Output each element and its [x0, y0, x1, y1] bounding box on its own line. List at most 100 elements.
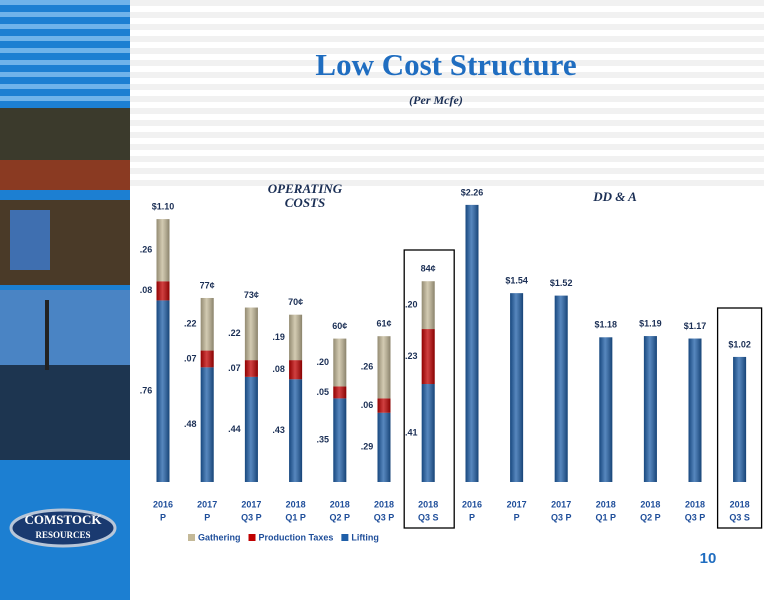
legend-label: Gathering — [198, 532, 241, 542]
x-tick-label: 2017 — [197, 499, 217, 509]
bar-shade — [156, 281, 170, 301]
x-tick-label: Q3 P — [551, 512, 572, 522]
data-label: .20 — [317, 357, 330, 367]
bar-shade — [289, 379, 303, 482]
data-label: .08 — [140, 285, 153, 295]
x-tick-label: Q3 P — [685, 512, 706, 522]
x-tick-label: Q1 P — [285, 512, 306, 522]
x-tick-label: P — [514, 512, 520, 522]
legend-label: Production Taxes — [259, 532, 334, 542]
bar-shade — [733, 356, 747, 482]
data-label: $1.19 — [639, 318, 662, 328]
title: Low Cost Structure — [315, 47, 576, 82]
bar-shade — [200, 350, 214, 368]
data-label: $1.52 — [550, 278, 573, 288]
bar-shade — [643, 336, 657, 482]
bar-shade — [421, 281, 435, 330]
x-tick-label: Q3 P — [374, 512, 395, 522]
x-tick-label: 2018 — [730, 499, 750, 509]
x-tick-label: Q1 P — [596, 512, 617, 522]
logo-text: RESOURCES — [35, 530, 90, 540]
x-tick-label: 2017 — [241, 499, 261, 509]
data-label: $1.02 — [728, 339, 751, 349]
total-label: 84¢ — [421, 264, 436, 274]
logo-text: COMSTOCK — [24, 512, 102, 527]
data-label: .22 — [184, 319, 197, 329]
x-tick-label: 2018 — [286, 499, 306, 509]
subtitle: (Per Mcfe) — [409, 93, 463, 107]
data-label: $1.17 — [684, 321, 707, 331]
bar-shade — [599, 337, 613, 482]
bar-shade — [421, 329, 435, 385]
bar-shade — [200, 297, 214, 351]
x-tick-label: Q3 P — [241, 512, 262, 522]
bar-shade — [333, 398, 347, 482]
bar-shade — [333, 386, 347, 399]
bar-shade — [421, 384, 435, 482]
data-label: .05 — [317, 387, 330, 397]
data-label: .35 — [317, 435, 330, 445]
data-label: .06 — [361, 400, 374, 410]
bar-shade — [200, 367, 214, 482]
legend-swatch — [188, 534, 195, 541]
x-tick-label: 2018 — [330, 499, 350, 509]
legend-label: Lifting — [351, 532, 379, 542]
x-tick-label: Q3 S — [729, 512, 750, 522]
bar-shade — [333, 338, 347, 387]
logo — [9, 508, 117, 548]
x-tick-label: 2017 — [507, 499, 527, 509]
bar-shade — [688, 338, 702, 482]
data-label: .07 — [228, 363, 241, 373]
page-number: 10 — [700, 550, 717, 567]
x-tick-label: P — [204, 512, 210, 522]
data-label: .23 — [405, 351, 418, 361]
x-tick-label: 2018 — [640, 499, 660, 509]
data-label: $1.54 — [505, 276, 528, 286]
total-label: $1.10 — [152, 201, 175, 211]
data-label: .29 — [361, 442, 374, 452]
bar-shade — [554, 295, 568, 482]
total-label: 60¢ — [332, 321, 347, 331]
photo-detail — [0, 365, 130, 460]
stripes — [130, 0, 764, 190]
x-tick-label: P — [160, 512, 166, 522]
photo-detail — [0, 160, 130, 190]
bar-shade — [465, 204, 479, 482]
bar-shade — [377, 398, 391, 413]
bar-shade — [244, 307, 258, 361]
bar-shade — [289, 360, 303, 380]
data-label: .48 — [184, 419, 197, 429]
bar-shade — [510, 293, 524, 482]
x-tick-label: Q2 P — [330, 512, 351, 522]
data-label: .26 — [361, 362, 374, 372]
chart-label: COSTS — [285, 195, 325, 210]
x-tick-label: 2018 — [374, 499, 394, 509]
chart-label: OPERATING — [268, 181, 343, 196]
x-tick-label: 2016 — [153, 499, 173, 509]
x-tick-label: Q2 P — [640, 512, 661, 522]
bar-shade — [289, 314, 303, 361]
total-label: 70¢ — [288, 297, 303, 307]
bar-shade — [377, 412, 391, 482]
photo-detail — [45, 300, 49, 370]
x-tick-label: 2017 — [551, 499, 571, 509]
data-label: .44 — [228, 424, 241, 434]
legend-swatch — [248, 534, 256, 541]
data-label: .41 — [405, 427, 418, 437]
data-label: .07 — [184, 353, 197, 363]
total-label: 77¢ — [200, 280, 215, 290]
x-tick-label: Q3 S — [418, 512, 439, 522]
data-label: .76 — [140, 386, 153, 396]
x-tick-label: 2018 — [418, 499, 438, 509]
data-label: $2.26 — [461, 187, 484, 197]
chart-label: DD & A — [592, 189, 637, 204]
data-label: .22 — [228, 328, 241, 338]
x-tick-label: 2016 — [462, 499, 482, 509]
total-label: 61¢ — [376, 319, 391, 329]
bar-shade — [244, 360, 258, 377]
highlight-box — [716, 307, 763, 529]
bar-shade — [244, 376, 258, 482]
data-label: .26 — [140, 245, 153, 255]
bar-shade — [156, 219, 170, 282]
